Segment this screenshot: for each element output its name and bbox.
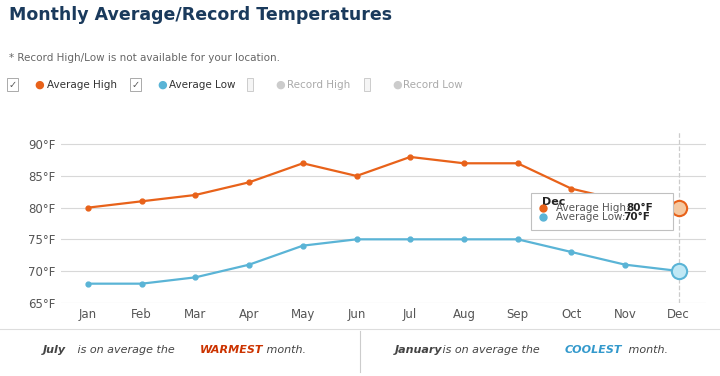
- Text: July: July: [43, 346, 66, 355]
- Text: Average Low: Average Low: [169, 80, 235, 89]
- Text: COOLEST: COOLEST: [564, 346, 622, 355]
- Text: ●: ●: [157, 80, 167, 89]
- Text: 70°F: 70°F: [624, 212, 650, 222]
- Text: month.: month.: [625, 346, 668, 355]
- Text: is on average the: is on average the: [439, 346, 544, 355]
- Text: is on average the: is on average the: [74, 346, 179, 355]
- Text: ●: ●: [392, 80, 402, 89]
- Text: ✓: ✓: [131, 80, 139, 89]
- Text: ●: ●: [275, 80, 285, 89]
- Text: Record High: Record High: [287, 80, 350, 89]
- Text: January: January: [395, 346, 442, 355]
- Text: month.: month.: [263, 346, 306, 355]
- Text: Monthly Average/Record Temperatures: Monthly Average/Record Temperatures: [9, 6, 392, 24]
- Text: Average High:: Average High:: [557, 203, 633, 213]
- Text: WARMEST: WARMEST: [200, 346, 264, 355]
- Text: Dec: Dec: [542, 197, 565, 206]
- Text: * Record High/Low is not available for your location.: * Record High/Low is not available for y…: [9, 53, 279, 64]
- Text: Record Low: Record Low: [403, 80, 463, 89]
- Text: Average Low:: Average Low:: [557, 212, 629, 222]
- Text: ✓: ✓: [9, 80, 17, 89]
- Text: Average High: Average High: [47, 80, 117, 89]
- FancyBboxPatch shape: [531, 193, 673, 230]
- Text: 80°F: 80°F: [626, 203, 653, 213]
- Text: ●: ●: [35, 80, 45, 89]
